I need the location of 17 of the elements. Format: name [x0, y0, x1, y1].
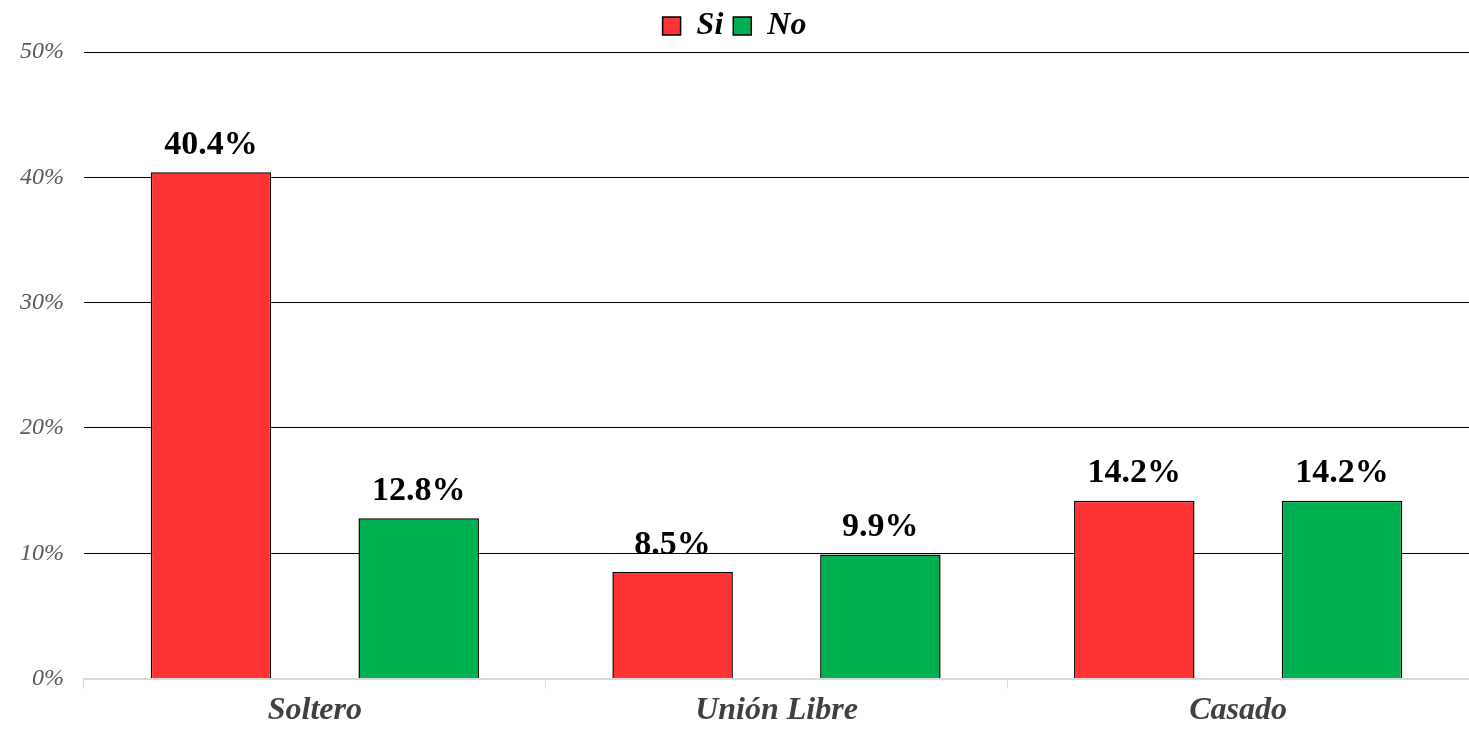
text: 14.2% — [1087, 452, 1182, 490]
y-tick-label: 50% — [19, 37, 64, 64]
x-tick-label: Soltero — [267, 690, 362, 727]
x-tick-label: Casado — [1189, 690, 1288, 727]
legend-label: No — [766, 5, 807, 42]
text: 8.5% — [634, 523, 711, 561]
text: 40.4% — [164, 124, 258, 162]
y-tick-label: 0% — [31, 663, 64, 690]
y-tick-label: 30% — [18, 287, 64, 314]
y-tick-label: 10% — [19, 538, 64, 565]
y-tick-label: 40% — [19, 162, 64, 189]
x-tick-label: Unión Libre — [695, 690, 858, 727]
text: 9.9% — [842, 506, 919, 544]
legend-label: Si — [696, 5, 724, 42]
y-tick-label: 20% — [19, 413, 64, 440]
text: 12.8% — [371, 469, 466, 507]
text: 14.2% — [1295, 452, 1389, 490]
